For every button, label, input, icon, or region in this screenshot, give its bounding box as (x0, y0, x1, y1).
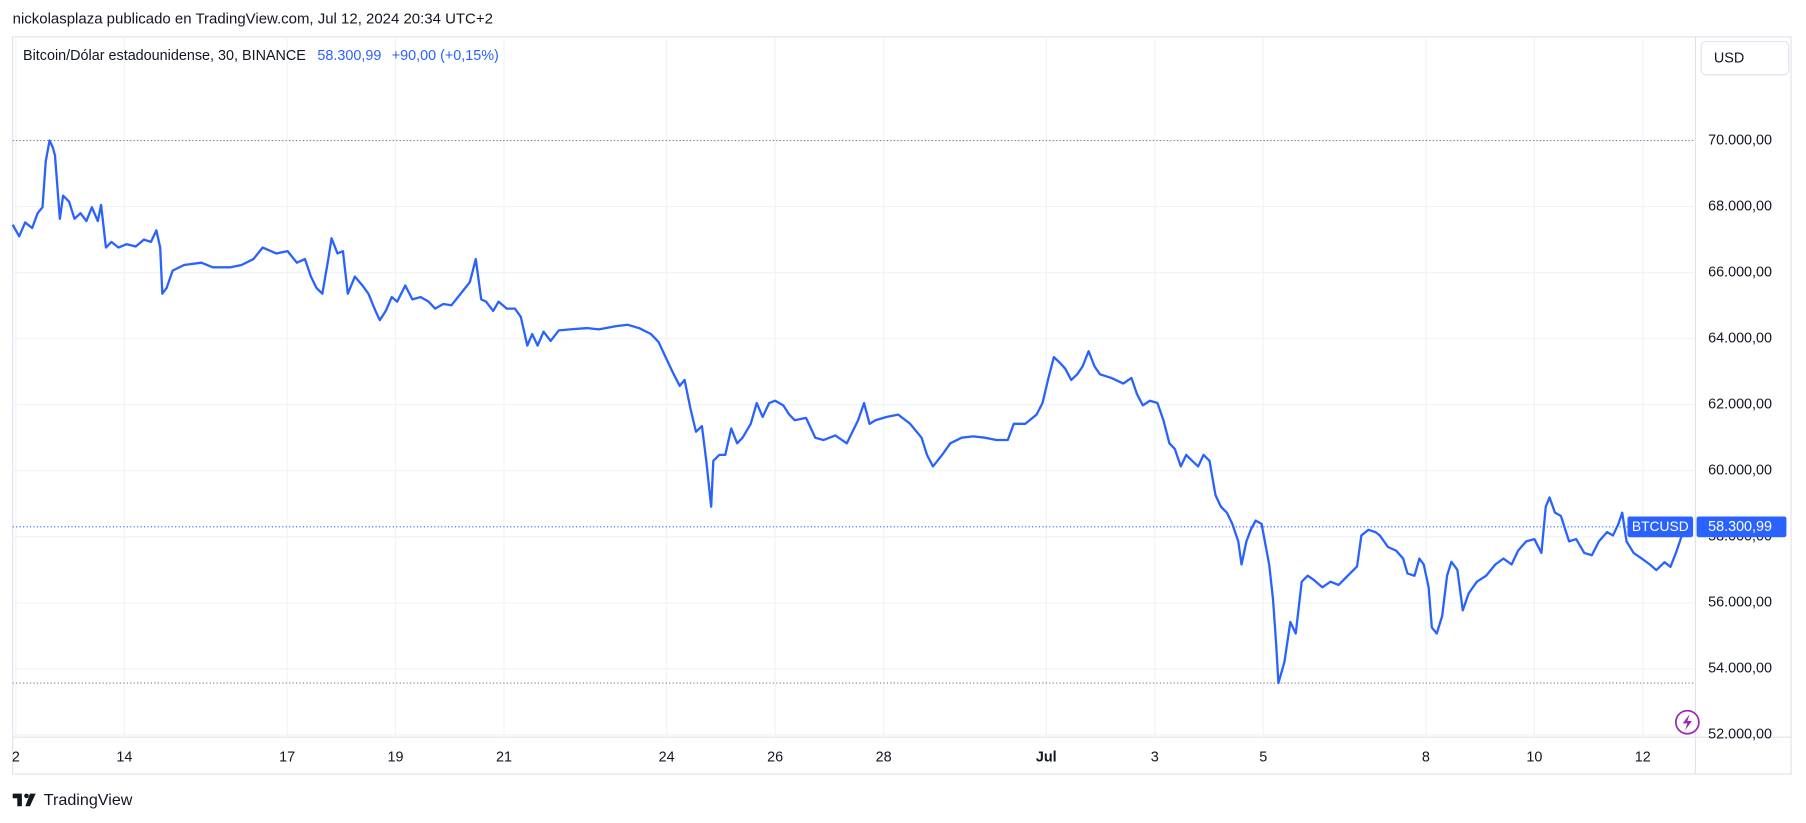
x-tick-label: 21 (496, 750, 512, 766)
price-line (11, 139, 1689, 685)
y-tick-label: 66.000,00 (1708, 264, 1772, 280)
y-tick-label: 70.000,00 (1708, 132, 1772, 148)
alert-bolt (1682, 714, 1692, 731)
x-tick-label: 12 (1635, 750, 1651, 766)
symbol-tag-label: BTCUSD (1632, 518, 1689, 534)
x-tick-label: 28 (876, 750, 892, 766)
y-tick-label: 64.000,00 (1708, 330, 1772, 346)
x-tick-label: Jul (1036, 750, 1057, 766)
x-tick-label: 19 (388, 750, 404, 766)
logo (12, 793, 36, 807)
x-tick-label: 5 (1259, 750, 1267, 766)
x-tick-label: 10 (1526, 750, 1542, 766)
y-tick-label: 54.000,00 (1708, 661, 1772, 677)
legend-change: +90,00 (+0,15%) (392, 48, 499, 64)
symbol-tag (1627, 516, 1694, 538)
currency-button[interactable] (1700, 40, 1790, 76)
x-tick-label: 17 (279, 750, 295, 766)
currency[interactable]: USD (1714, 51, 1744, 67)
y-tick-label: 56.000,00 (1708, 595, 1772, 611)
legend-symbol: Bitcoin/Dólar estadounidense, 30, BINANC… (23, 48, 306, 64)
x-tick-label: 2 (12, 750, 20, 766)
logo-mark (12, 793, 28, 807)
logo-slash (25, 793, 36, 807)
price-tag-label: 58.300,99 (1708, 519, 1772, 535)
logo-dot (24, 793, 29, 799)
y-tick-label: 68.000,00 (1708, 198, 1772, 214)
x-tick-label: 8 (1422, 750, 1430, 766)
y-tick-label: 60.000,00 (1708, 463, 1772, 479)
x-tick-label: 24 (659, 750, 675, 766)
plot (11, 139, 1696, 685)
y-tick-label: 62.000,00 (1708, 396, 1772, 412)
footer-brand: TradingView (44, 791, 133, 809)
byline: nickolasplaza publicado en TradingView.c… (13, 11, 493, 28)
y-tick-label: 52.000,00 (1708, 727, 1772, 743)
chart-frame (12, 36, 1792, 775)
x-tick-label: 3 (1151, 750, 1159, 766)
legend-price: 58.300,99 (317, 48, 381, 64)
price-tag (1696, 516, 1787, 538)
x-tick-label: 26 (767, 750, 783, 766)
x-tick-label: 14 (116, 750, 132, 766)
